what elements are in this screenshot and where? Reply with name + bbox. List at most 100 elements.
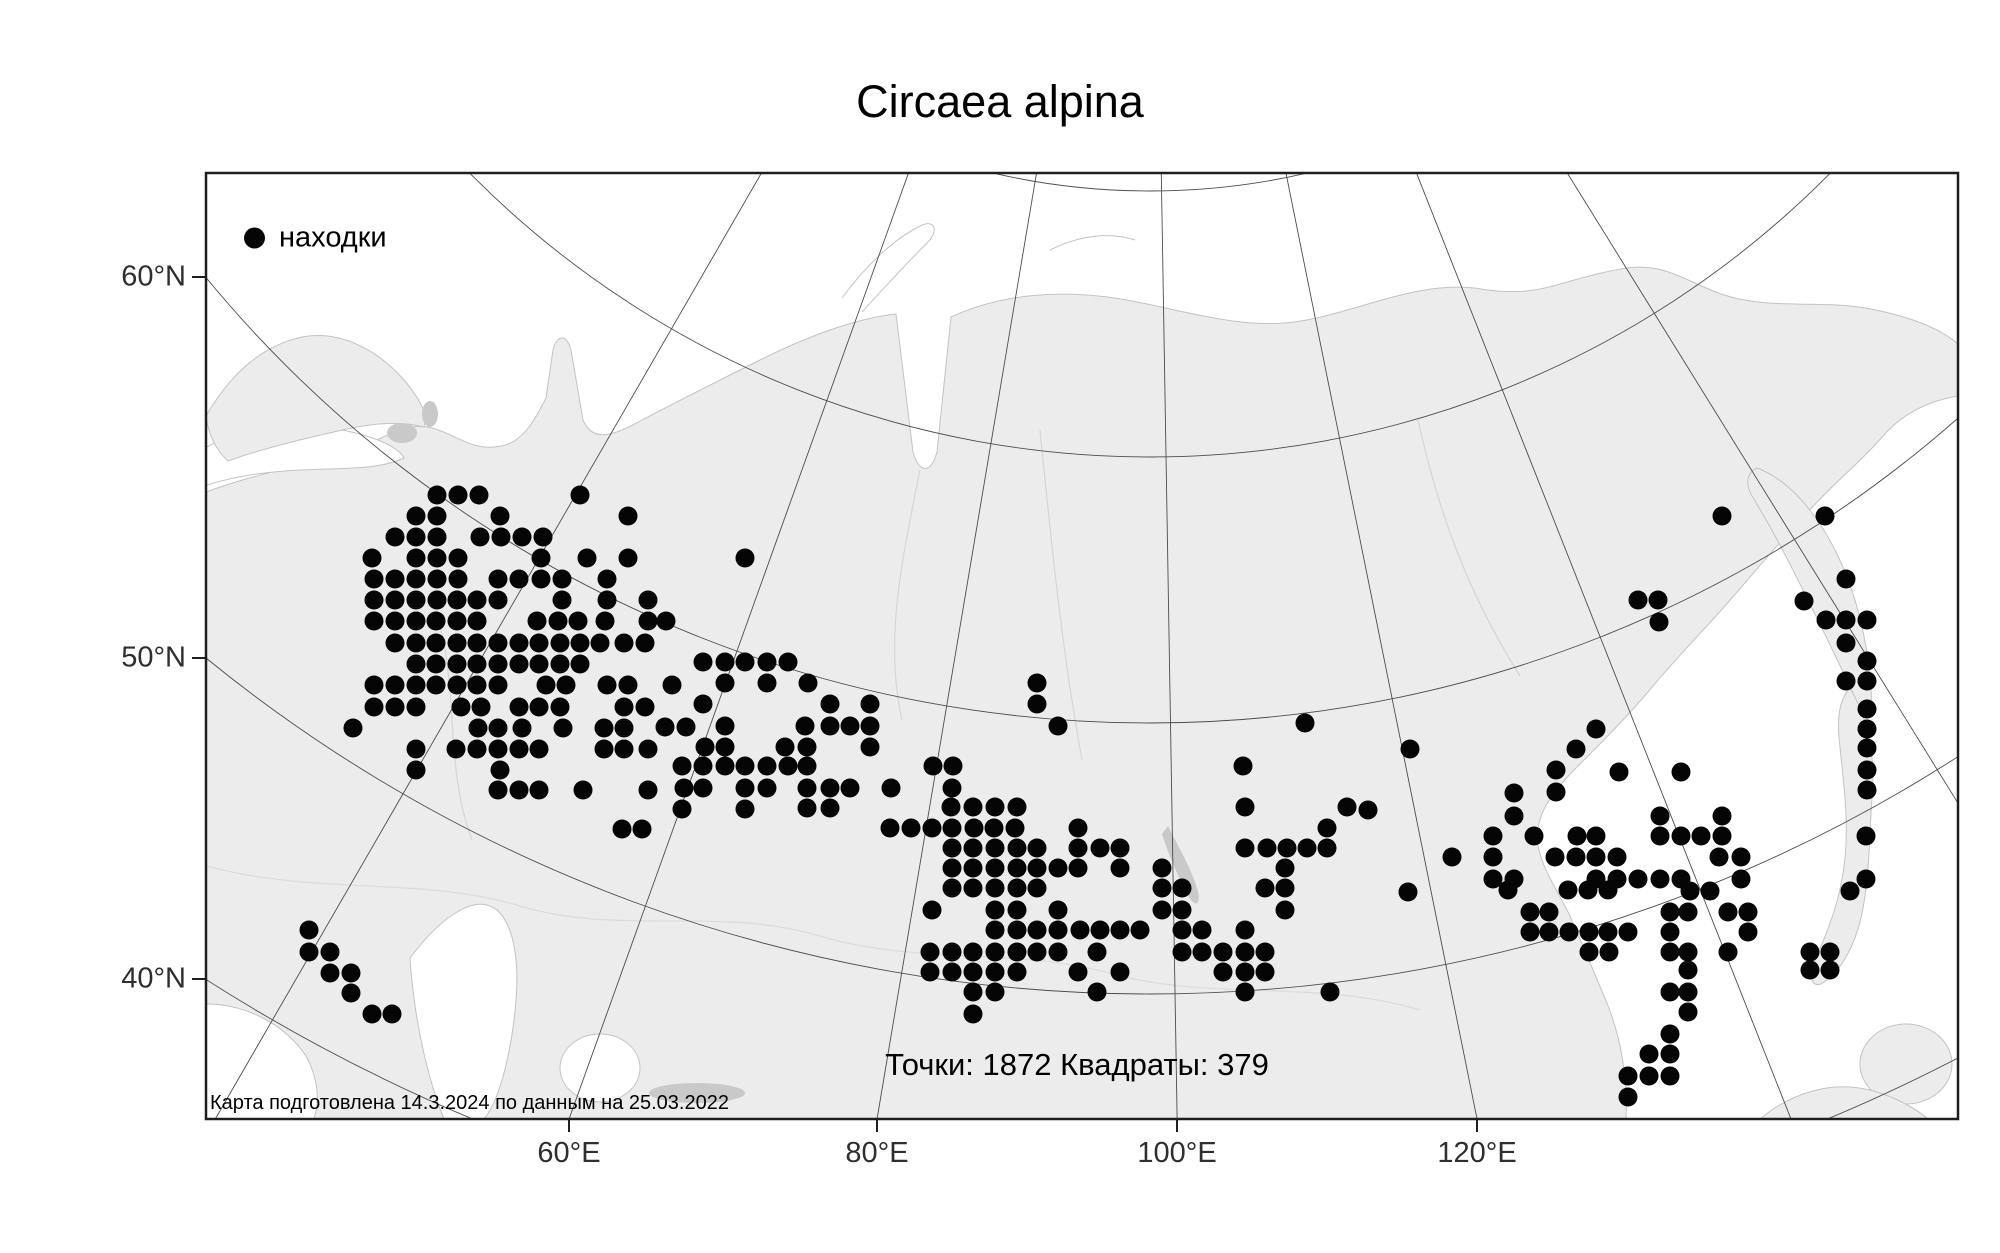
occurrence-dot [1152,900,1172,920]
occurrence-dot [343,718,363,738]
occurrence-dot [942,818,962,838]
occurrence-dot [550,654,570,674]
occurrence-dot [1172,920,1192,940]
occurrence-dot [676,717,696,737]
occurrence-dot [1005,818,1025,838]
occurrence-dot [715,716,735,736]
lon-tick-label: 120°E [1437,1137,1517,1169]
occurrence-dot [1524,826,1544,846]
occurrence-dot [880,818,900,838]
occurrence-dot [1660,1024,1680,1044]
occurrence-dot [1678,902,1698,922]
occurrence-dot [1857,651,1877,671]
occurrence-dot [1275,858,1295,878]
lake-ladoga [387,423,417,443]
occurrence-dot [942,878,962,898]
lon-tick-label: 100°E [1137,1137,1217,1169]
occurrence-dot [362,1004,382,1024]
occurrence-dot [1233,756,1253,776]
occurrence-dot [985,920,1005,940]
occurrence-dot [597,569,617,589]
occurrence-dot [735,799,755,819]
occurrence-dot [985,982,1005,1002]
occurrence-dot [467,633,487,653]
occurrence-dot [341,983,361,1003]
occurrence-dot [797,756,817,776]
occurrence-dot [385,633,405,653]
occurrence-dot [1110,858,1130,878]
occurrence-dot [693,652,713,672]
occurrence-dot [1857,760,1877,780]
occurrence-dot [406,633,426,653]
occurrence-dot [426,633,446,653]
occurrence-dot [1442,847,1462,867]
lat-tick-label: 60°N [121,260,186,293]
occurrence-dot [943,756,963,776]
occurrence-dot [757,673,777,693]
occurrence-dot [1857,780,1877,800]
occurrence-dot [1718,942,1738,962]
occurrence-dot [568,611,588,631]
occurrence-dot [920,962,940,982]
occurrence-dot [1235,920,1255,940]
occurrence-dot [1857,699,1877,719]
occurrence-dot [1027,878,1047,898]
occurrence-dot [1007,878,1027,898]
occurrence-dot [1840,881,1860,901]
river-ob [893,469,921,721]
occurrence-dot [1731,847,1751,867]
occurrence-dot [1586,847,1606,867]
occurrence-dot [942,858,962,878]
occurrence-dot [427,485,447,505]
occurrence-dot [529,633,549,653]
occurrence-dot [488,633,508,653]
occurrence-dot [426,675,446,695]
occurrence-dot [1235,797,1255,817]
river-volga [431,599,473,841]
occurrence-dot [1650,806,1670,826]
occurrence-dot [299,942,319,962]
occurrence-dot [1048,858,1068,878]
occurrence-dot [469,485,489,505]
occurrence-dot [693,694,713,714]
occurrence-dot [427,506,447,526]
occurrence-dot [491,527,511,547]
occurrence-dot [614,718,634,738]
occurrence-dot [536,675,556,695]
occurrence-dot [1192,942,1212,962]
occurrence-dot [1618,922,1638,942]
occurrence-dot [635,697,655,717]
occurrence-dot [1545,847,1565,867]
occurrence-dot [468,718,488,738]
occurrence-dot [1815,506,1835,526]
occurrence-dot [797,737,817,757]
occurrence-dot [963,878,983,898]
occurrence-dot [570,485,590,505]
occurrence-dot [406,654,426,674]
occurrence-dot [364,675,384,695]
occurrence-dot [1559,922,1579,942]
occurrence-dot [488,590,508,610]
occurrence-dot [614,739,634,759]
occurrence-dot [797,798,817,818]
occurrence-dot [1856,826,1876,846]
occurrence-dot [1235,942,1255,962]
occurrence-dot [448,485,468,505]
occurrence-dot [1213,942,1233,962]
occurrence-dot [385,697,405,717]
occurrence-dot [1483,869,1503,889]
occurrence-dots [299,485,1877,1107]
occurrence-dot [1027,694,1047,714]
occurrence-dot [552,569,572,589]
occurrence-dot [1255,878,1275,898]
occurrence-dot [362,548,382,568]
occurrence-dot [638,611,658,631]
occurrence-dot [985,962,1005,982]
occurrence-dot [1700,881,1720,901]
occurrence-dot [1856,869,1876,889]
occurrence-dot [1578,880,1598,900]
occurrence-dot [1235,982,1255,1002]
occurrence-dot [798,673,818,693]
occurrence-dot [470,527,490,547]
lake-balkhash [649,1083,745,1103]
